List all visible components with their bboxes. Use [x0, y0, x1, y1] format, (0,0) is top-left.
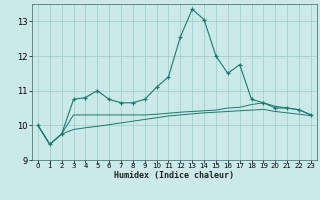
X-axis label: Humidex (Indice chaleur): Humidex (Indice chaleur)	[115, 171, 234, 180]
